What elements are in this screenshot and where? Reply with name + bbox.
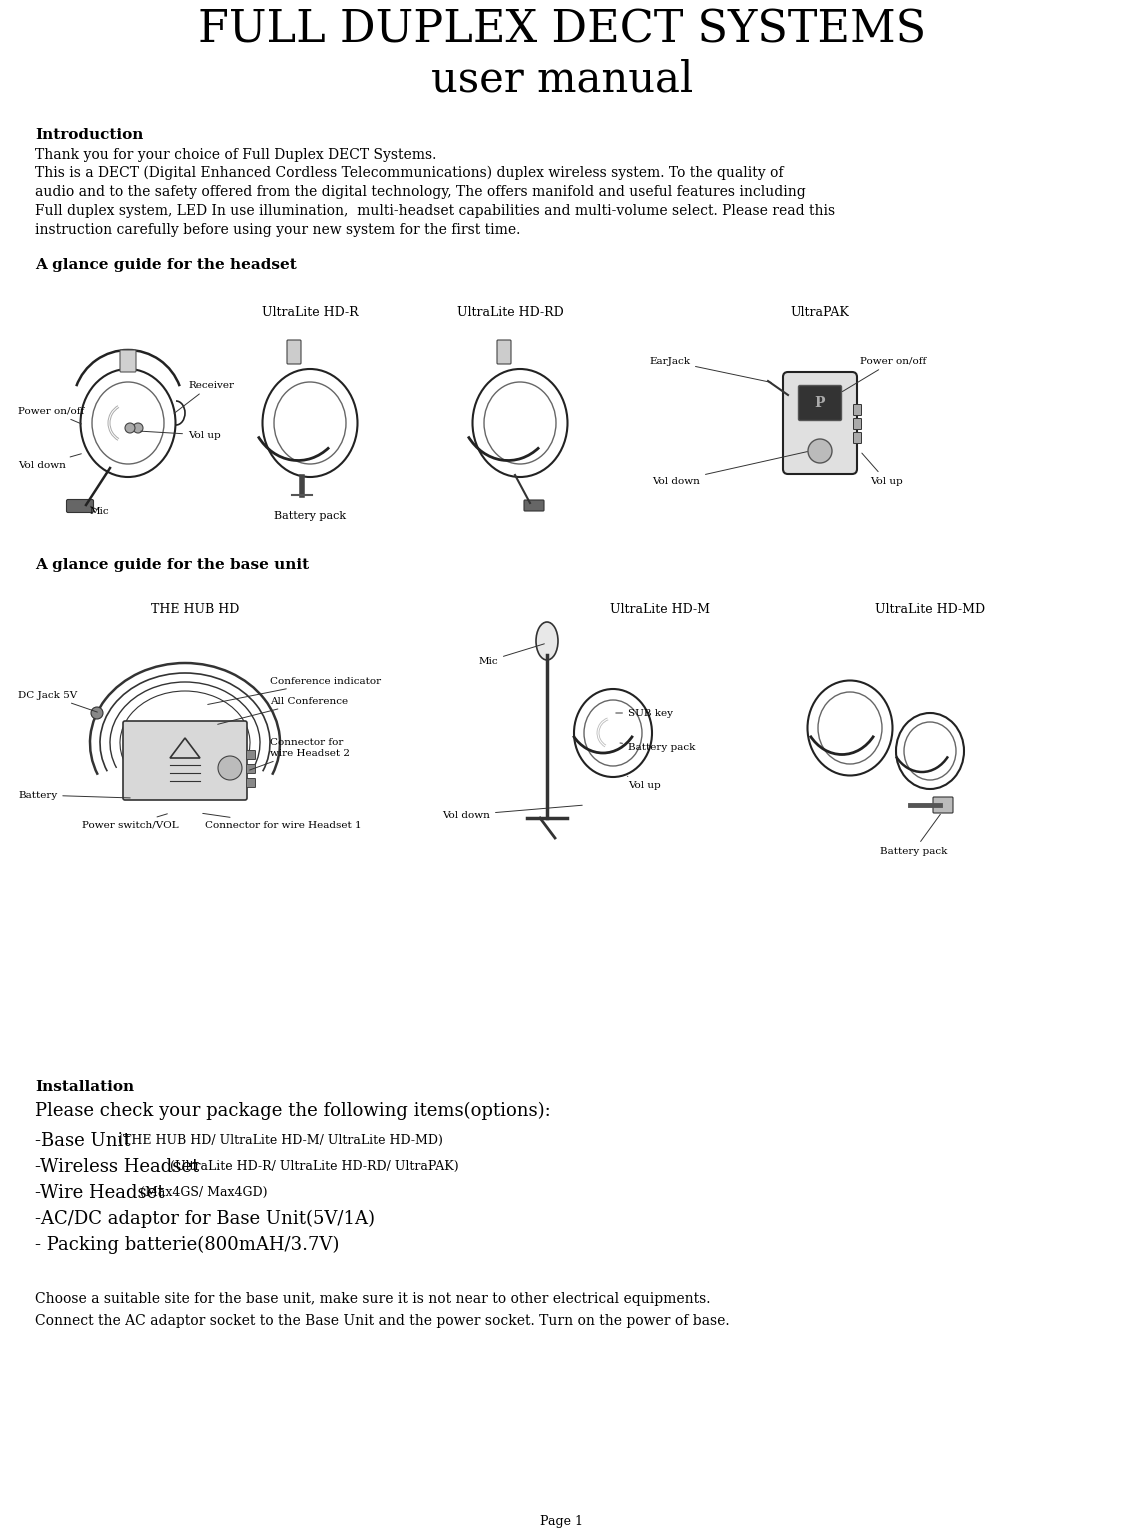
Text: UltraLite HD-RD: UltraLite HD-RD — [456, 306, 563, 318]
Circle shape — [91, 707, 103, 720]
Text: Installation: Installation — [35, 1079, 134, 1095]
Text: Vol up: Vol up — [627, 776, 661, 790]
Text: user manual: user manual — [430, 58, 694, 100]
Text: FULL DUPLEX DECT SYSTEMS: FULL DUPLEX DECT SYSTEMS — [198, 8, 926, 51]
Text: Introduction: Introduction — [35, 129, 144, 142]
Text: UltraPAK: UltraPAK — [790, 306, 850, 318]
Text: DC Jack 5V: DC Jack 5V — [18, 690, 98, 712]
Text: Thank you for your choice of Full Duplex DECT Systems.: Thank you for your choice of Full Duplex… — [35, 149, 436, 162]
Text: Vol up: Vol up — [862, 453, 903, 485]
Text: EarJack: EarJack — [649, 357, 771, 383]
FancyBboxPatch shape — [853, 418, 861, 430]
FancyBboxPatch shape — [853, 432, 861, 444]
Text: audio and to the safety offered from the digital technology, The offers manifold: audio and to the safety offered from the… — [35, 185, 806, 199]
Text: (THE HUB HD/ UltraLite HD-M/ UltraLite HD-MD): (THE HUB HD/ UltraLite HD-M/ UltraLite H… — [118, 1134, 443, 1147]
Text: Conference indicator: Conference indicator — [208, 677, 381, 704]
Text: Receiver: Receiver — [174, 381, 234, 413]
FancyBboxPatch shape — [246, 750, 255, 759]
Text: -Wireless Headset: -Wireless Headset — [35, 1157, 205, 1176]
Text: -Base Unit: -Base Unit — [35, 1131, 136, 1150]
Text: Vol up: Vol up — [140, 430, 220, 439]
Text: P: P — [815, 397, 825, 410]
FancyBboxPatch shape — [798, 386, 842, 421]
Text: UltraLite HD-MD: UltraLite HD-MD — [874, 603, 985, 615]
Text: Full duplex system, LED In use illumination,  multi-headset capabilities and mul: Full duplex system, LED In use illuminat… — [35, 204, 835, 217]
Text: Power switch/VOL: Power switch/VOL — [82, 814, 179, 830]
FancyBboxPatch shape — [120, 351, 136, 372]
FancyBboxPatch shape — [287, 340, 301, 364]
Text: SUB key: SUB key — [616, 709, 673, 718]
FancyBboxPatch shape — [66, 499, 93, 513]
Text: Power on/off: Power on/off — [842, 357, 926, 392]
Text: instruction carefully before using your new system for the first time.: instruction carefully before using your … — [35, 224, 520, 237]
FancyBboxPatch shape — [783, 372, 856, 475]
Ellipse shape — [536, 622, 558, 660]
Text: -AC/DC adaptor for Base Unit(5V/1A): -AC/DC adaptor for Base Unit(5V/1A) — [35, 1209, 375, 1228]
Text: Connect the AC adaptor socket to the Base Unit and the power socket. Turn on the: Connect the AC adaptor socket to the Bas… — [35, 1314, 729, 1327]
Text: Connector for
wire Headset 2: Connector for wire Headset 2 — [250, 738, 350, 770]
FancyBboxPatch shape — [497, 340, 511, 364]
Text: Battery pack: Battery pack — [274, 511, 346, 521]
Text: All Conference: All Conference — [218, 697, 348, 724]
Text: THE HUB HD: THE HUB HD — [151, 603, 239, 615]
Text: Page 1: Page 1 — [541, 1516, 583, 1528]
Text: Mic: Mic — [479, 645, 544, 666]
Text: Vol down: Vol down — [442, 805, 582, 819]
Text: Vol down: Vol down — [652, 452, 807, 485]
Text: This is a DECT (Digital Enhanced Cordless Telecommunications) duplex wireless sy: This is a DECT (Digital Enhanced Cordles… — [35, 165, 783, 181]
Text: A glance guide for the headset: A glance guide for the headset — [35, 259, 297, 273]
Circle shape — [133, 423, 143, 433]
Text: UltraLite HD-M: UltraLite HD-M — [610, 603, 710, 615]
Circle shape — [125, 423, 135, 433]
Text: (Max4GS/ Max4GD): (Max4GS/ Max4GD) — [140, 1187, 268, 1199]
Circle shape — [218, 756, 242, 779]
FancyBboxPatch shape — [246, 778, 255, 787]
Text: Power on/off: Power on/off — [18, 407, 84, 424]
Text: Connector for wire Headset 1: Connector for wire Headset 1 — [202, 813, 362, 830]
Circle shape — [808, 439, 832, 462]
Text: - Packing batterie(800mAH/3.7V): - Packing batterie(800mAH/3.7V) — [35, 1236, 339, 1254]
Text: -Wire Headset: -Wire Headset — [35, 1183, 170, 1202]
Text: (UltraLite HD-R/ UltraLite HD-RD/ UltraPAK): (UltraLite HD-R/ UltraLite HD-RD/ UltraP… — [170, 1160, 459, 1173]
Text: Mic: Mic — [90, 507, 110, 516]
Text: Battery pack: Battery pack — [880, 814, 948, 856]
Text: A glance guide for the base unit: A glance guide for the base unit — [35, 557, 309, 573]
Text: UltraLite HD-R: UltraLite HD-R — [262, 306, 359, 318]
Text: Please check your package the following items(options):: Please check your package the following … — [35, 1102, 551, 1121]
FancyBboxPatch shape — [933, 798, 953, 813]
FancyBboxPatch shape — [246, 764, 255, 773]
FancyBboxPatch shape — [853, 404, 861, 415]
Text: Battery: Battery — [18, 790, 130, 799]
Text: Choose a suitable site for the base unit, make sure it is not near to other elec: Choose a suitable site for the base unit… — [35, 1292, 710, 1306]
FancyBboxPatch shape — [123, 721, 247, 801]
FancyBboxPatch shape — [524, 501, 544, 511]
Text: Vol down: Vol down — [18, 453, 81, 470]
Text: Battery pack: Battery pack — [620, 743, 696, 753]
